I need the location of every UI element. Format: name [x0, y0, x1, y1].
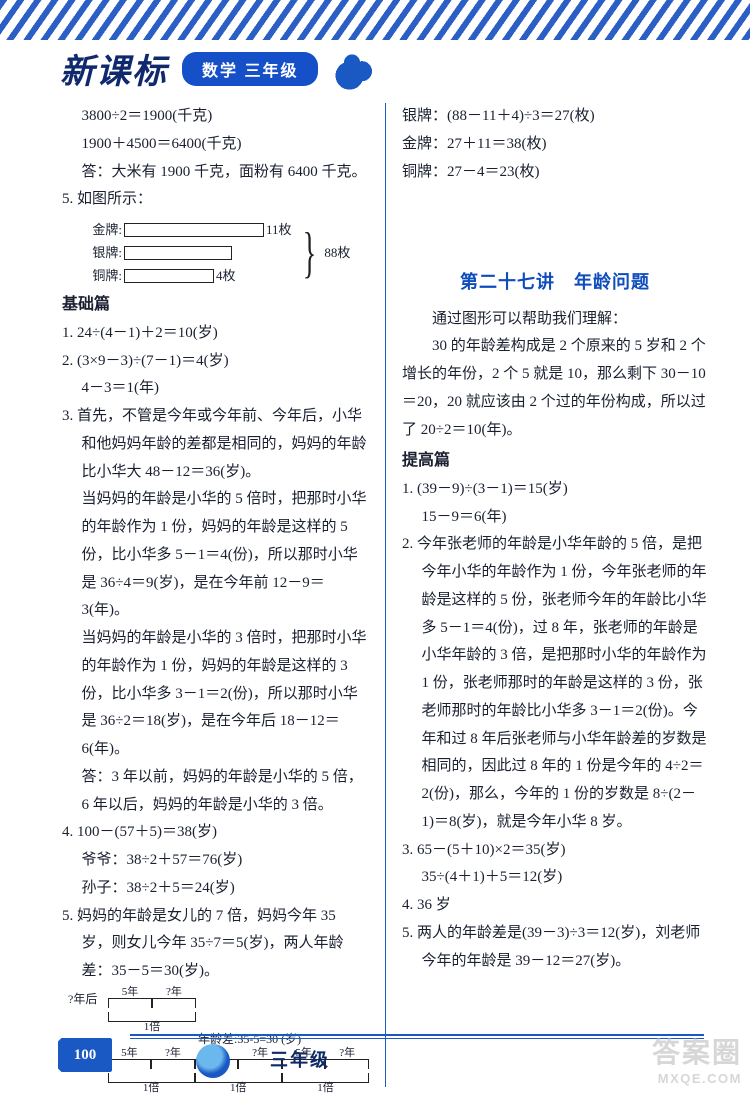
page-number-badge: 100 — [58, 1038, 112, 1072]
watermark-line1: 答案圈 — [652, 1031, 742, 1071]
title-row: 新课标 数学 三年级 — [0, 40, 750, 95]
watermark: 答案圈 MXQE.COM — [652, 1031, 742, 1086]
b-q3c: 当妈妈的年龄是小华的 3 倍时，把那时小华的年龄作为 1 份，妈妈的年龄是这样的… — [62, 625, 369, 764]
header-stripe — [0, 0, 750, 40]
a-q3a: 3. 65－(5＋10)×2＝35(岁) — [402, 837, 708, 865]
top-l3: 答：大米有 1900 千克，面粉有 6400 千克。 — [62, 159, 369, 187]
footer: 100 三年级 答案圈 MXQE.COM — [0, 1034, 750, 1090]
br-p2: 30 的年龄差构成是 2 个原来的 5 岁和 2 个增长的年份，2 个 5 就是… — [402, 333, 708, 444]
seg-qa: ?年 — [153, 985, 195, 999]
left-column: 3800÷2＝1900(千克) 1900＋4500＝6400(千克) 答：大米有… — [62, 103, 385, 1087]
title-main: 新课标 — [60, 44, 168, 93]
subject-badge: 数学 三年级 — [182, 52, 318, 86]
tr-l1: 银牌：(88－11＋4)÷3＝27(枚) — [402, 103, 708, 131]
silver-label: 银牌: — [82, 243, 122, 264]
section-title: 第二十七讲 年龄问题 — [402, 266, 708, 299]
total-val: 88枚 — [324, 243, 350, 264]
a-q1b: 15－9＝6(年) — [402, 504, 708, 532]
b-q3a: 3. 首先，不管是今年或今年前、今年后，小华和他妈妈年龄的差都是相同的，妈妈的年… — [62, 403, 369, 486]
a-q4: 4. 36 岁 — [402, 892, 708, 920]
seg-5a: 5年 — [109, 985, 151, 999]
b-q3d: 答：3 年以前，妈妈的年龄是小华的 5 倍，6 年以后，妈妈的年龄是小华的 3 … — [62, 764, 369, 820]
bronze-bar — [124, 269, 214, 283]
top-q5: 5. 如图所示： — [62, 186, 369, 214]
adv-heading: 提高篇 — [402, 446, 708, 476]
b-q4b: 爷爷：38÷2＋57＝76(岁) — [62, 847, 369, 875]
content: 3800÷2＝1900(千克) 1900＋4500＝6400(千克) 答：大米有… — [0, 95, 750, 1087]
basic-heading: 基础篇 — [62, 290, 369, 320]
silver-bar — [124, 246, 232, 260]
a-q5: 5. 两人的年龄差是(39－3)÷3＝12(岁)，刘老师今年的年龄是 39－12… — [402, 920, 708, 976]
top-l1: 3800÷2＝1900(千克) — [62, 103, 369, 131]
brace-icon: } — [302, 225, 315, 281]
bronze-label: 铜牌: — [82, 266, 122, 287]
gold-label: 金牌: — [82, 220, 122, 241]
a-q2: 2. 今年张老师的年龄是小华年龄的 5 倍，是把今年小华的年龄作为 1 份，今年… — [402, 531, 708, 836]
seg-b1: 1倍 — [109, 1020, 195, 1034]
tr-l2: 金牌：27＋11＝38(枚) — [402, 131, 708, 159]
tree-icon — [332, 47, 382, 91]
top-l2: 1900＋4500＝6400(千克) — [62, 131, 369, 159]
a-q1a: 1. (39－9)÷(3－1)＝15(岁) — [402, 476, 708, 504]
b-q2a: 2. (3×9－3)÷(7－1)＝4(岁) — [62, 348, 369, 376]
medal-diagram: 金牌: 11枚 银牌: 铜牌: 4枚 } 88枚 — [82, 220, 369, 286]
a-q3b: 35÷(4＋1)＋5＝12(岁) — [402, 864, 708, 892]
right-column: 银牌：(88－11＋4)÷3＝27(枚) 金牌：27＋11＝38(枚) 铜牌：2… — [385, 103, 708, 1087]
b-q4c: 孙子：38÷2＋5＝24(岁) — [62, 875, 369, 903]
gold-bar — [124, 223, 264, 237]
mascot-icon — [196, 1044, 230, 1078]
age-row1-label: ?年后 — [68, 992, 108, 1008]
footer-rule-2 — [130, 1038, 704, 1039]
gold-val: 11枚 — [266, 220, 292, 241]
b-q3b: 当妈妈的年龄是小华的 5 倍时，把那时小华的年龄作为 1 份，妈妈的年龄是这样的… — [62, 486, 369, 625]
br-p1: 通过图形可以帮助我们理解： — [402, 306, 708, 334]
b-q1: 1. 24÷(4－1)＋2＝10(岁) — [62, 320, 369, 348]
footer-grade: 三年级 — [270, 1046, 330, 1072]
footer-rule-1 — [130, 1034, 704, 1036]
b-q2b: 4－3＝1(年) — [62, 375, 369, 403]
watermark-line2: MXQE.COM — [652, 1071, 742, 1086]
b-q4a: 4. 100－(57＋5)＝38(岁) — [62, 819, 369, 847]
bronze-val: 4枚 — [216, 266, 236, 287]
tr-l3: 铜牌：27－4＝23(枚) — [402, 159, 708, 187]
b-q5: 5. 妈妈的年龄是女儿的 7 倍，妈妈今年 35 岁，则女儿今年 35÷7＝5(… — [62, 903, 369, 986]
